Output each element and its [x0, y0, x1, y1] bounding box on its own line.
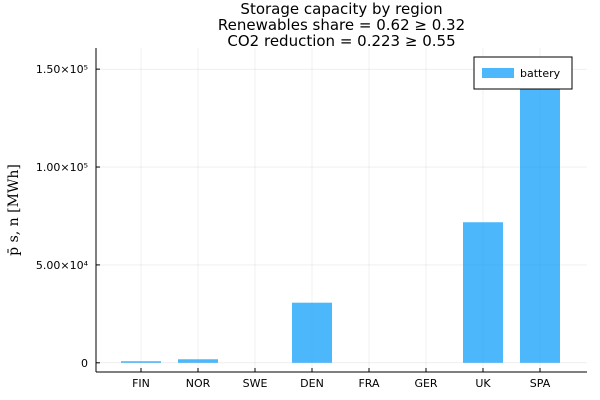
ticks-layer: 0 5.00×10⁴ 1.00×10⁵ 1.50×10⁵ FIN NOR SWE DEN FRA… [36, 63, 551, 390]
bar-uk [463, 222, 503, 363]
y-axis-label: p̄ s, n [MWh] [6, 164, 22, 256]
x-tick-label-fin: FIN [132, 377, 150, 390]
x-tick-label-fra: FRA [358, 377, 380, 390]
y-tick-label-2: 1.00×10⁵ [36, 161, 88, 174]
grid-layer [96, 48, 587, 372]
chart-title-line-2: Renewables share = 0.62 ≥ 0.32 [217, 16, 466, 34]
chart-title-line-1: Storage capacity by region [240, 0, 443, 18]
bar-spa [520, 57, 560, 363]
x-tick-label-nor: NOR [186, 377, 211, 390]
bar-nor [178, 359, 218, 363]
axes-layer [95, 48, 587, 373]
x-tick-label-uk: UK [475, 377, 491, 390]
bars-layer [121, 57, 560, 363]
x-tick-label-swe: SWE [243, 377, 268, 390]
y-tick-label-3: 1.50×10⁵ [36, 63, 88, 76]
legend-label-battery: battery [520, 67, 561, 80]
legend-swatch-battery [482, 68, 514, 78]
ylabel-layer: p̄ s, n [MWh] [6, 164, 22, 256]
chart-title-line-3: CO2 reduction = 0.223 ≥ 0.55 [227, 32, 456, 50]
y-tick-label-1: 5.00×10⁴ [36, 259, 89, 272]
bar-den [292, 302, 332, 363]
bar-fin [121, 361, 161, 363]
legend-layer: battery [473, 56, 573, 90]
x-tick-label-ger: GER [414, 377, 437, 390]
y-tick-label-0: 0 [81, 357, 88, 370]
x-tick-label-den: DEN [300, 377, 324, 390]
x-tick-label-spa: SPA [530, 377, 551, 390]
